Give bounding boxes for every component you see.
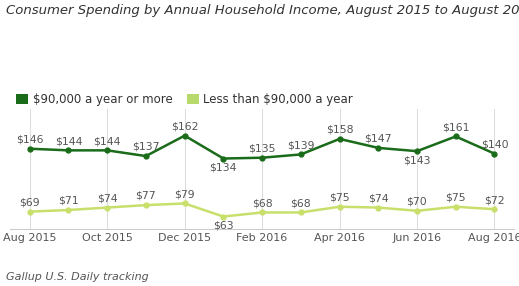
Text: $74: $74	[97, 193, 117, 203]
Text: $143: $143	[403, 155, 431, 165]
Text: $146: $146	[16, 134, 44, 144]
Text: Gallup U.S. Daily tracking: Gallup U.S. Daily tracking	[6, 272, 149, 282]
Text: $158: $158	[326, 125, 353, 135]
Text: $140: $140	[481, 140, 508, 150]
Legend: $90,000 a year or more, Less than $90,000 a year: $90,000 a year or more, Less than $90,00…	[16, 93, 353, 106]
Text: $69: $69	[19, 197, 40, 207]
Text: $75: $75	[329, 192, 350, 202]
Text: $144: $144	[54, 136, 82, 146]
Text: $147: $147	[364, 134, 392, 144]
Text: $63: $63	[213, 221, 234, 231]
Text: $135: $135	[249, 144, 276, 154]
Text: $71: $71	[58, 196, 79, 206]
Text: $79: $79	[174, 189, 195, 199]
Text: $74: $74	[368, 193, 389, 203]
Text: $144: $144	[93, 136, 121, 146]
Text: $137: $137	[132, 142, 160, 152]
Text: $75: $75	[445, 192, 466, 202]
Text: $134: $134	[210, 163, 237, 173]
Text: $77: $77	[135, 191, 156, 201]
Text: $70: $70	[406, 197, 427, 207]
Text: $161: $161	[442, 122, 470, 132]
Text: $68: $68	[252, 198, 272, 208]
Text: $72: $72	[484, 195, 505, 205]
Text: Consumer Spending by Annual Household Income, August 2015 to August 2016: Consumer Spending by Annual Household In…	[6, 4, 519, 17]
Text: $139: $139	[287, 140, 315, 150]
Text: $68: $68	[291, 198, 311, 208]
Text: $162: $162	[171, 122, 198, 132]
